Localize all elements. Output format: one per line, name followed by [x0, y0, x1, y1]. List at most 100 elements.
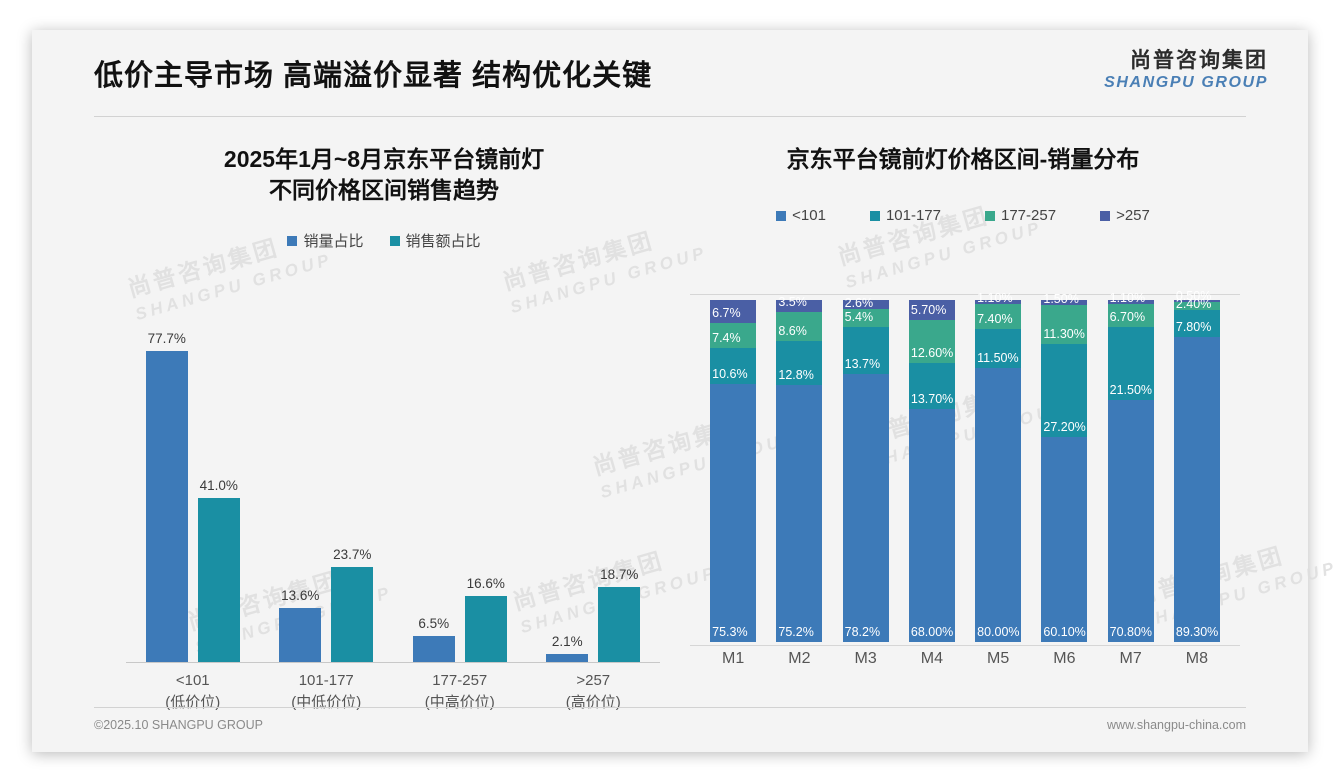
stack[interactable]: 2.6% 5.4% 13.7% 78.2%: [842, 296, 889, 643]
legend-label: <101: [792, 207, 826, 225]
footer-copyright: ©2025.10 SHANGPU GROUP: [94, 718, 263, 732]
segment-value-label: 7.40%: [977, 312, 1013, 327]
bar-销量占比[interactable]: [412, 636, 455, 662]
x-tick-M3: M3: [854, 650, 877, 667]
bar-column[interactable]: 18.7%: [598, 322, 641, 662]
legend-item-left-0[interactable]: 销量占比: [287, 230, 364, 251]
x-axis-tick-labels: M1 M2 M3 M4 M5 M6 M7 M8: [690, 650, 1240, 668]
bar-column[interactable]: 2.1%: [546, 322, 589, 662]
stack[interactable]: 5.70% 12.60% 13.70% 68.00%: [908, 300, 955, 643]
bar-group-101-177: 13.6% 23.7%: [260, 322, 394, 662]
stacked-column-M2: 3.5% 8.6% 12.8% 75.2%: [766, 295, 832, 642]
legend-item-right-0[interactable]: <101: [776, 207, 826, 224]
legend-label: 101-177: [885, 207, 941, 225]
stack-segment-177-257[interactable]: 2.40%: [1173, 297, 1220, 311]
slide-canvas: 低价主导市场 高端溢价显著 结构优化关键 尚普咨询集团 SHANGPU GROU…: [32, 30, 1340, 752]
legend-label: 销售额占比: [405, 233, 481, 251]
stack-segment->257[interactable]: 1.50%: [1041, 292, 1088, 306]
stack-segment-101-177[interactable]: 11.50%: [975, 329, 1022, 369]
x-tick-main: >257: [576, 672, 611, 689]
stack-segment-101-177[interactable]: 12.8%: [776, 341, 823, 386]
left-chart-panel: 2025年1月~8月京东平台镜前灯 不同价格区间销售趋势 销量占比 销售额占比 …: [94, 126, 674, 716]
stack[interactable]: 0.50% 2.40% 7.80% 89.30%: [1173, 289, 1220, 642]
stack[interactable]: 1.10% 7.40% 11.50% 80.00%: [975, 291, 1022, 642]
bar-value-label: 77.7%: [147, 331, 186, 346]
stack-segment-177-257[interactable]: 12.60%: [908, 319, 955, 363]
stack-segment-<101[interactable]: 68.00%: [908, 409, 955, 643]
bar-销售额占比[interactable]: [598, 587, 641, 662]
x-tick->257: >257 (高价位): [527, 670, 661, 714]
legend-item-right-2[interactable]: 177-257: [985, 207, 1056, 224]
stack-segment-177-257[interactable]: 7.40%: [975, 303, 1022, 330]
x-axis-tick-labels: <101 (低价位) 101-177 (中低价位) 177-257 (中高价位)…: [126, 670, 660, 714]
x-tick-main: 101-177: [298, 672, 354, 689]
bar-column[interactable]: 77.7%: [145, 322, 188, 662]
bar-销量占比[interactable]: [279, 608, 322, 662]
bar-销售额占比[interactable]: [331, 567, 374, 662]
bar-销售额占比[interactable]: [464, 596, 507, 662]
bar-column[interactable]: 6.5%: [412, 322, 455, 662]
segment-value-label: 70.80%: [1109, 625, 1153, 639]
page-title: 低价主导市场 高端溢价显著 结构优化关键: [94, 60, 653, 92]
segment-value-label: 60.10%: [1043, 625, 1086, 640]
stack[interactable]: 6.7% 7.4% 10.6% 75.3%: [710, 300, 757, 642]
stack-segment-177-257[interactable]: 6.70%: [1107, 303, 1154, 327]
stack-segment-<101[interactable]: 80.00%: [975, 368, 1022, 642]
stack-segment-177-257[interactable]: 11.30%: [1041, 305, 1088, 344]
left-chart-legend: 销量占比 销售额占比: [94, 230, 674, 251]
stack-segment->257[interactable]: 6.7%: [710, 300, 757, 323]
legend-item-right-1[interactable]: 101-177: [869, 207, 941, 225]
bar-value-label: 6.5%: [418, 616, 450, 631]
stack-segment-<101[interactable]: 89.30%: [1173, 336, 1220, 642]
bar-column[interactable]: 41.0%: [197, 322, 240, 662]
stack-segment->257[interactable]: 3.5%: [776, 295, 823, 312]
legend-label: 销量占比: [303, 233, 364, 251]
bar-value-label: 18.7%: [600, 567, 639, 582]
stack-segment-<101[interactable]: 60.10%: [1041, 436, 1088, 643]
segment-value-label: 75.3%: [712, 625, 748, 639]
bar-group-177-257: 6.5% 16.6%: [393, 322, 527, 662]
bar-销量占比[interactable]: [145, 351, 188, 662]
legend-item-right-3[interactable]: >257: [1100, 207, 1150, 224]
stack-segment->257[interactable]: 0.50%: [1173, 289, 1220, 303]
legend-swatch-icon: [869, 210, 880, 221]
bar-销售额占比[interactable]: [197, 498, 240, 662]
segment-value-label: 13.70%: [910, 392, 954, 407]
stack-segment-101-177[interactable]: 27.20%: [1041, 343, 1088, 437]
bar-销量占比[interactable]: [546, 654, 589, 662]
stack-segment-101-177[interactable]: 10.6%: [710, 348, 757, 385]
x-tick-main: <101: [175, 672, 210, 689]
stack[interactable]: 1.50% 11.30% 27.20% 60.10%: [1041, 292, 1088, 643]
stack-segment-177-257[interactable]: 5.4%: [842, 308, 889, 328]
bar-column[interactable]: 13.6%: [279, 322, 322, 662]
stack-segment-101-177[interactable]: 13.70%: [908, 362, 955, 410]
stack[interactable]: 1.10% 6.70% 21.50% 70.80%: [1107, 291, 1154, 642]
stack-segment-<101[interactable]: 75.3%: [710, 384, 757, 642]
stack-segment-<101[interactable]: 78.2%: [842, 374, 889, 643]
stack[interactable]: 3.5% 8.6% 12.8% 75.2%: [776, 295, 823, 642]
x-tick-M6: M6: [1053, 650, 1076, 667]
logo-english-text: SHANGPU GROUP: [1104, 74, 1268, 91]
stack-segment->257[interactable]: 2.6%: [842, 296, 889, 310]
x-tick-M1: M1: [722, 650, 745, 667]
segment-value-label: 8.6%: [778, 324, 807, 339]
stack-segment-101-177[interactable]: 13.7%: [842, 327, 889, 375]
stack-segment->257[interactable]: 1.10%: [1107, 291, 1154, 305]
stack-segment-177-257[interactable]: 7.4%: [710, 322, 757, 349]
stack-segment-177-257[interactable]: 8.6%: [776, 311, 823, 342]
stack-segment->257[interactable]: 5.70%: [908, 300, 955, 320]
bar-column[interactable]: 23.7%: [331, 322, 374, 662]
stack-segment-101-177[interactable]: 7.80%: [1173, 309, 1220, 337]
left-chart-title-line1: 2025年1月~8月京东平台镜前灯: [223, 146, 545, 172]
grouped-bar-chart: 77.7% 41.0% 13.6% 23.7%: [108, 322, 660, 711]
stack-segment-<101[interactable]: 75.2%: [776, 385, 823, 642]
stack-segment->257[interactable]: 1.10%: [975, 291, 1022, 305]
stack-segment-<101[interactable]: 70.80%: [1107, 400, 1154, 642]
segment-value-label: 11.30%: [1043, 326, 1085, 341]
bar-column[interactable]: 16.6%: [464, 322, 507, 662]
x-tick-sub: (中低价位): [291, 693, 362, 711]
legend-item-left-1[interactable]: 销售额占比: [389, 230, 481, 251]
stacked-column-M6: 1.50% 11.30% 27.20% 60.10%: [1031, 292, 1097, 643]
segment-value-label: 89.30%: [1175, 624, 1219, 639]
stack-segment-101-177[interactable]: 21.50%: [1107, 326, 1154, 401]
